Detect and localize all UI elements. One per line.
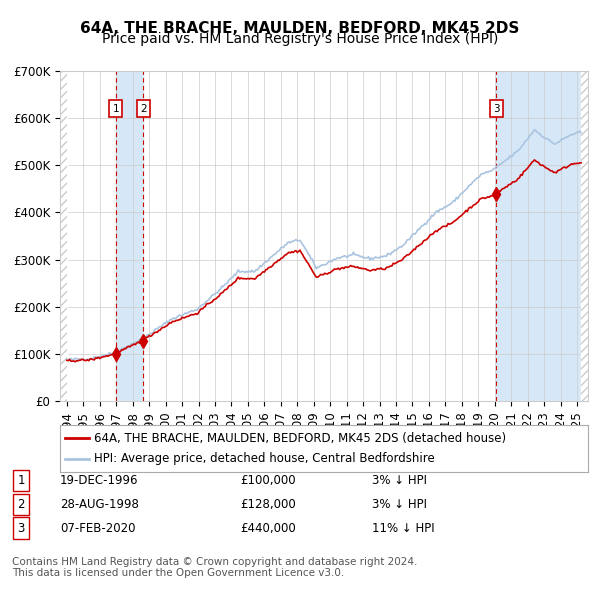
Bar [581,71,589,401]
Bar [59,71,67,401]
Text: Contains HM Land Registry data © Crown copyright and database right 2024.
This d: Contains HM Land Registry data © Crown c… [12,556,418,578]
Text: 07-FEB-2020: 07-FEB-2020 [60,522,136,535]
Text: 1: 1 [112,104,119,113]
Text: 2: 2 [17,498,25,511]
Text: 19-DEC-1996: 19-DEC-1996 [60,474,139,487]
Text: 28-AUG-1998: 28-AUG-1998 [60,498,139,511]
Bar [116,71,143,401]
Text: 2: 2 [140,104,147,113]
Text: 3: 3 [17,522,25,535]
Text: 64A, THE BRACHE, MAULDEN, BEDFORD, MK45 2DS: 64A, THE BRACHE, MAULDEN, BEDFORD, MK45 … [80,21,520,35]
Text: £440,000: £440,000 [240,522,296,535]
Text: HPI: Average price, detached house, Central Bedfordshire: HPI: Average price, detached house, Cent… [94,453,435,466]
Bar [581,71,589,401]
Text: 3% ↓ HPI: 3% ↓ HPI [372,498,427,511]
Text: 11% ↓ HPI: 11% ↓ HPI [372,522,434,535]
Bar [59,71,67,401]
Bar [496,71,583,401]
Text: 3% ↓ HPI: 3% ↓ HPI [372,474,427,487]
Text: 64A, THE BRACHE, MAULDEN, BEDFORD, MK45 2DS (detached house): 64A, THE BRACHE, MAULDEN, BEDFORD, MK45 … [94,431,506,444]
Text: £128,000: £128,000 [240,498,296,511]
Text: Price paid vs. HM Land Registry's House Price Index (HPI): Price paid vs. HM Land Registry's House … [102,32,498,47]
Text: 1: 1 [17,474,25,487]
Text: 3: 3 [493,104,500,113]
Text: £100,000: £100,000 [240,474,296,487]
